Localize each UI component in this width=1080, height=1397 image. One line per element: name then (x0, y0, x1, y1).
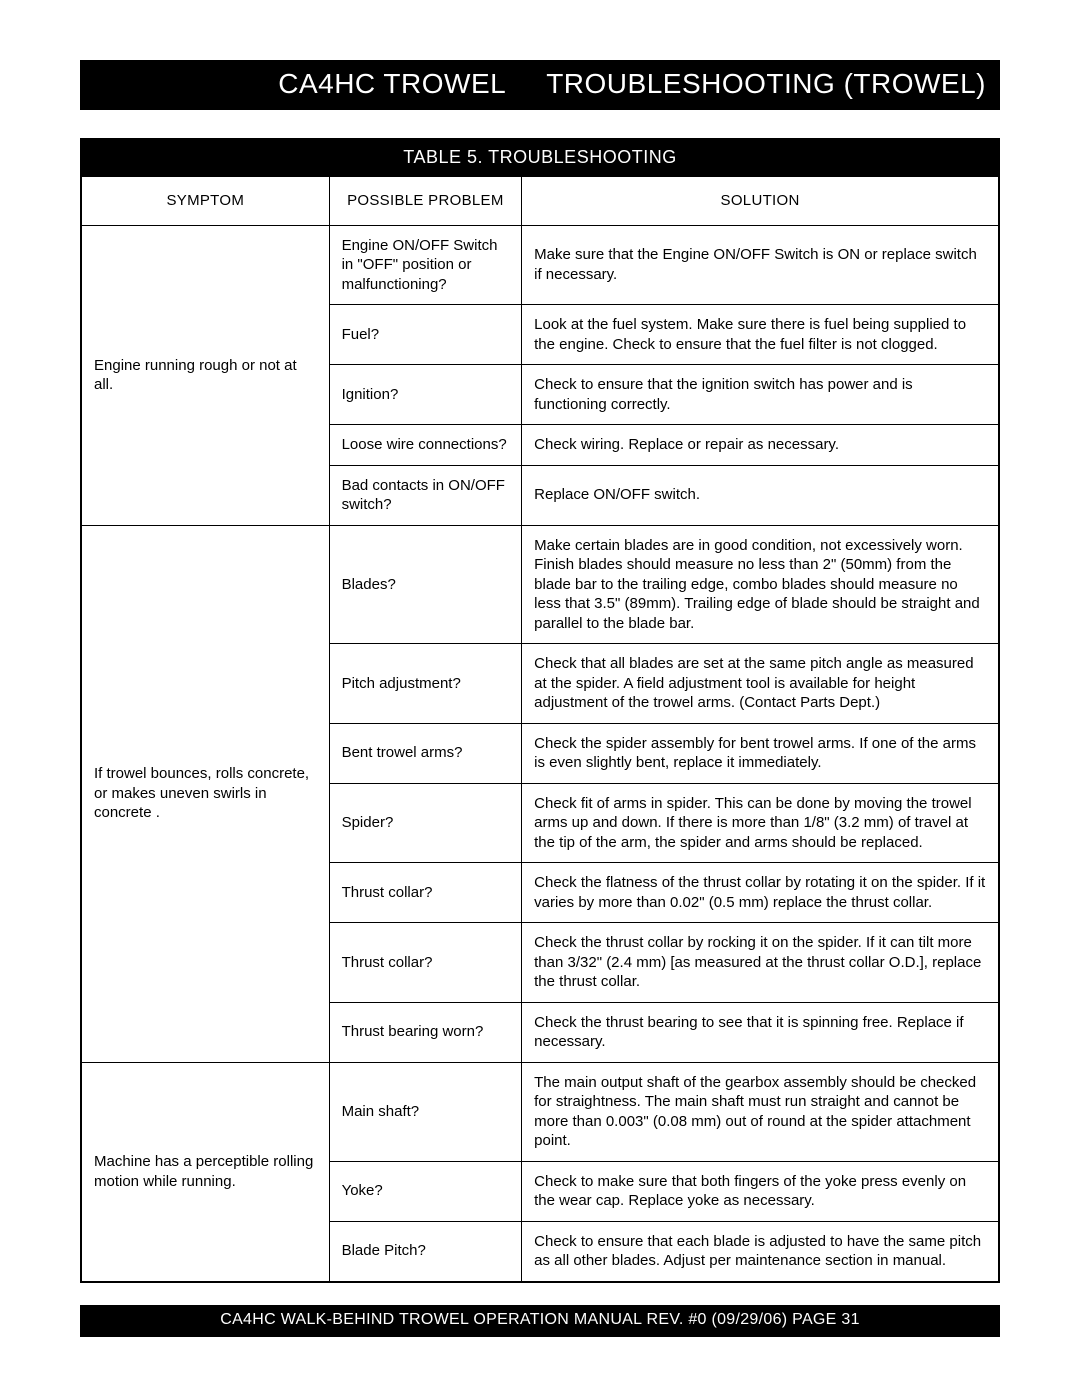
col-solution-header: SOLUTION (522, 177, 999, 226)
problem-cell: Blades? (329, 525, 522, 644)
problem-cell: Thrust collar? (329, 863, 522, 923)
problem-cell: Loose wire connections? (329, 425, 522, 466)
solution-cell: Check that all blades are set at the sam… (522, 644, 999, 724)
problem-cell: Blade Pitch? (329, 1221, 522, 1281)
problem-cell: Engine ON/OFF Switch in "OFF" position o… (329, 225, 522, 305)
title-section: TROUBLESHOOTING (TROWEL) (546, 68, 986, 100)
troubleshooting-table-wrap: TABLE 5. TROUBLESHOOTING SYMPTOM POSSIBL… (80, 138, 1000, 1283)
solution-cell: Check to ensure that each blade is adjus… (522, 1221, 999, 1281)
table-caption: TABLE 5. TROUBLESHOOTING (81, 139, 999, 176)
col-problem-header: POSSIBLE PROBLEM (329, 177, 522, 226)
solution-cell: Check to ensure that the ignition switch… (522, 365, 999, 425)
solution-cell: Check the spider assembly for bent trowe… (522, 723, 999, 783)
problem-cell: Bent trowel arms? (329, 723, 522, 783)
solution-cell: Check wiring. Replace or repair as neces… (522, 425, 999, 466)
problem-cell: Thrust collar? (329, 923, 522, 1003)
solution-cell: Check to make sure that both fingers of … (522, 1161, 999, 1221)
problem-cell: Thrust bearing worn? (329, 1002, 522, 1062)
problem-cell: Main shaft? (329, 1062, 522, 1161)
problem-cell: Yoke? (329, 1161, 522, 1221)
solution-cell: The main output shaft of the gearbox ass… (522, 1062, 999, 1161)
col-symptom-header: SYMPTOM (82, 177, 330, 226)
table-row: If trowel bounces, rolls concrete, or ma… (82, 525, 999, 644)
troubleshooting-table: SYMPTOM POSSIBLE PROBLEM SOLUTION Engine… (81, 176, 999, 1282)
table-row: Engine running rough or not at all.Engin… (82, 225, 999, 305)
symptom-cell: If trowel bounces, rolls concrete, or ma… (82, 525, 330, 1062)
problem-cell: Spider? (329, 783, 522, 863)
table-header-row: SYMPTOM POSSIBLE PROBLEM SOLUTION (82, 177, 999, 226)
problem-cell: Ignition? (329, 365, 522, 425)
solution-cell: Look at the fuel system. Make sure there… (522, 305, 999, 365)
solution-cell: Make certain blades are in good conditio… (522, 525, 999, 644)
table-body: Engine running rough or not at all.Engin… (82, 225, 999, 1281)
footer-text: CA4HC WALK-BEHIND TROWEL OPERATION MANUA… (220, 1311, 792, 1328)
solution-cell: Check fit of arms in spider. This can be… (522, 783, 999, 863)
symptom-cell: Engine running rough or not at all. (82, 225, 330, 525)
page-footer-band: CA4HC WALK-BEHIND TROWEL OPERATION MANUA… (80, 1305, 1000, 1337)
problem-cell: Bad contacts in ON/OFF switch? (329, 465, 522, 525)
solution-cell: Replace ON/OFF switch. (522, 465, 999, 525)
table-row: Machine has a perceptible rolling motion… (82, 1062, 999, 1161)
title-product: CA4HC TROWEL (278, 68, 506, 100)
solution-cell: Check the thrust collar by rocking it on… (522, 923, 999, 1003)
symptom-cell: Machine has a perceptible rolling motion… (82, 1062, 330, 1281)
footer-page-number: PAGE 31 (792, 1311, 860, 1328)
problem-cell: Pitch adjustment? (329, 644, 522, 724)
page-title-band: CA4HC TROWEL TROUBLESHOOTING (TROWEL) (80, 60, 1000, 110)
problem-cell: Fuel? (329, 305, 522, 365)
solution-cell: Check the flatness of the thrust collar … (522, 863, 999, 923)
solution-cell: Check the thrust bearing to see that it … (522, 1002, 999, 1062)
solution-cell: Make sure that the Engine ON/OFF Switch … (522, 225, 999, 305)
manual-page: CA4HC TROWEL TROUBLESHOOTING (TROWEL) TA… (0, 0, 1080, 1397)
